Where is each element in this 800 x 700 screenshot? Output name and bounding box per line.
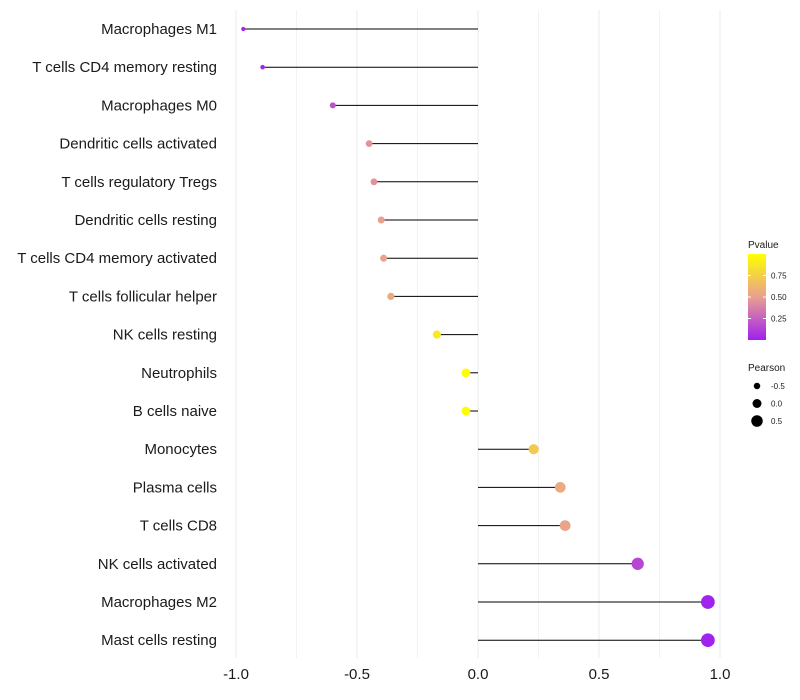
- pvalue-legend: Pvalue 0.75 0.50 0.25: [748, 240, 787, 340]
- category-label: Monocytes: [144, 441, 217, 458]
- data-point: [432, 330, 441, 339]
- data-point: [461, 368, 471, 378]
- data-point: [631, 557, 644, 570]
- x-axis-tick-labels: -1.0 -0.5 0.0 0.5 1.0: [223, 666, 730, 683]
- category-label: Dendritic cells activated: [59, 136, 217, 153]
- category-label: T cells regulatory Tregs: [61, 174, 217, 191]
- category-label: NK cells activated: [98, 556, 217, 573]
- pvalue-legend-title: Pvalue: [748, 240, 779, 251]
- data-point: [260, 64, 265, 70]
- category-label: T cells CD4 memory activated: [17, 250, 217, 267]
- data-point: [701, 595, 715, 609]
- category-labels: Macrophages M1 T cells CD4 memory resting…: [17, 21, 217, 649]
- data-point: [329, 102, 336, 109]
- data-point: [701, 633, 715, 648]
- data-point: [365, 140, 373, 147]
- size-legend-label: 0.5: [771, 417, 783, 426]
- colorbar-tick-label: 0.75: [771, 272, 787, 281]
- category-label: Plasma cells: [133, 479, 217, 496]
- category-label: Neutrophils: [141, 365, 217, 382]
- category-label: T cells follicular helper: [69, 288, 217, 305]
- grid-lines: [235, 10, 721, 658]
- data-point: [387, 292, 395, 300]
- size-legend-label: 0.0: [771, 400, 783, 409]
- data-point: [528, 444, 539, 455]
- category-label: Macrophages M1: [101, 21, 217, 38]
- x-tick-label: 1.0: [710, 666, 731, 683]
- category-label: B cells naive: [133, 403, 217, 420]
- category-label: NK cells resting: [113, 327, 217, 344]
- pvalue-colorbar: [748, 254, 766, 340]
- size-legend-dot: [753, 382, 761, 390]
- data-point: [370, 178, 378, 186]
- data-point: [461, 406, 471, 416]
- colorbar-tick-label: 0.50: [771, 293, 787, 302]
- stems: [243, 28, 708, 641]
- category-label: Mast cells resting: [101, 632, 217, 649]
- data-point: [241, 26, 246, 32]
- category-label: Dendritic cells resting: [74, 212, 217, 229]
- x-tick-label: 0.5: [589, 666, 610, 683]
- pearson-legend-title: Pearson: [748, 363, 785, 374]
- size-legend-label: -0.5: [771, 382, 785, 391]
- pearson-legend: Pearson -0.5 0.0 0.5: [748, 363, 785, 427]
- category-label: T cells CD8: [140, 518, 217, 535]
- x-tick-label: 0.0: [468, 666, 489, 683]
- size-legend-dot: [752, 399, 762, 408]
- x-tick-label: -0.5: [344, 666, 370, 683]
- data-point: [559, 520, 571, 531]
- dots: [241, 26, 715, 648]
- category-label: T cells CD4 memory resting: [32, 59, 217, 76]
- data-point: [380, 254, 388, 262]
- x-tick-label: -1.0: [223, 666, 249, 683]
- colorbar-tick-label: 0.25: [771, 315, 787, 324]
- category-label: Macrophages M2: [101, 594, 217, 611]
- size-legend-dot: [751, 415, 763, 427]
- category-label: Macrophages M0: [101, 97, 217, 114]
- data-point: [554, 482, 566, 493]
- data-point: [377, 216, 385, 224]
